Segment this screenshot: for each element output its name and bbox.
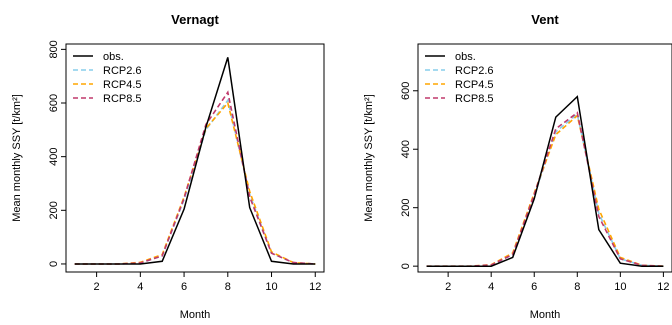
- legend-label: RCP4.5: [103, 79, 142, 91]
- series-line-obs: [74, 57, 316, 265]
- series-line-rcp26: [74, 98, 316, 265]
- y-tick-label: 0: [48, 261, 60, 267]
- plot-frame: [65, 43, 325, 273]
- x-tick-label: 8: [225, 281, 231, 293]
- x-tick-label: 10: [265, 281, 277, 293]
- series-line-rcp85: [74, 90, 316, 265]
- y-axis-label: Mean monthly SSY [t/km²]: [11, 94, 23, 222]
- legend-label: RCP8.5: [103, 93, 142, 105]
- y-tick-label: 600: [400, 82, 412, 100]
- chart-panel-vernagt: Vernagt 2 4 6 8 10 12 0 200 400 600 800 Month Mean mo…: [11, 12, 325, 321]
- y-tick-label: 0: [400, 263, 412, 269]
- x-tick-label: 2: [445, 281, 451, 293]
- chart-title: Vent: [531, 12, 559, 27]
- y-tick-label: 400: [400, 140, 412, 158]
- legend-label: obs.: [103, 51, 124, 63]
- series-line-rcp26: [426, 112, 664, 268]
- series-line-rcp45: [74, 101, 316, 265]
- y-tick-label: 800: [48, 40, 60, 58]
- legend: obs. RCP2.6 RCP4.5 RCP8.5: [425, 51, 494, 105]
- plot-frame: [417, 43, 672, 273]
- x-tick-label: 2: [94, 281, 100, 293]
- legend-label: RCP4.5: [455, 79, 494, 91]
- x-tick-label: 4: [137, 281, 143, 293]
- x-tick-label: 6: [531, 281, 537, 293]
- legend: obs. RCP2.6 RCP4.5 RCP8.5: [73, 51, 142, 105]
- y-tick-label: 600: [48, 94, 60, 112]
- series-line-rcp85: [426, 111, 664, 268]
- y-tick-label: 400: [48, 147, 60, 165]
- x-tick-label: 6: [181, 281, 187, 293]
- chart-panel-vent: Vent 2 4 6 8 10 12 0 200 400 600 Month Mean monthly …: [363, 12, 672, 321]
- x-tick-label: 12: [309, 281, 321, 293]
- x-tick-label: 4: [488, 281, 494, 293]
- y-axis-label: Mean monthly SSY [t/km²]: [363, 94, 375, 222]
- legend-label: RCP2.6: [455, 65, 494, 77]
- series-line-rcp45: [426, 114, 664, 268]
- legend-label: RCP2.6: [103, 65, 142, 77]
- x-axis-label: Month: [530, 309, 561, 321]
- x-axis-label: Month: [180, 309, 211, 321]
- x-tick-label: 12: [657, 281, 669, 293]
- y-tick-label: 200: [48, 201, 60, 219]
- legend-label: obs.: [455, 51, 476, 63]
- x-tick-label: 8: [574, 281, 580, 293]
- x-tick-label: 10: [614, 281, 626, 293]
- legend-label: RCP8.5: [455, 93, 494, 105]
- chart-title: Vernagt: [171, 12, 219, 27]
- y-tick-label: 200: [400, 199, 412, 217]
- series-line-obs: [426, 95, 664, 267]
